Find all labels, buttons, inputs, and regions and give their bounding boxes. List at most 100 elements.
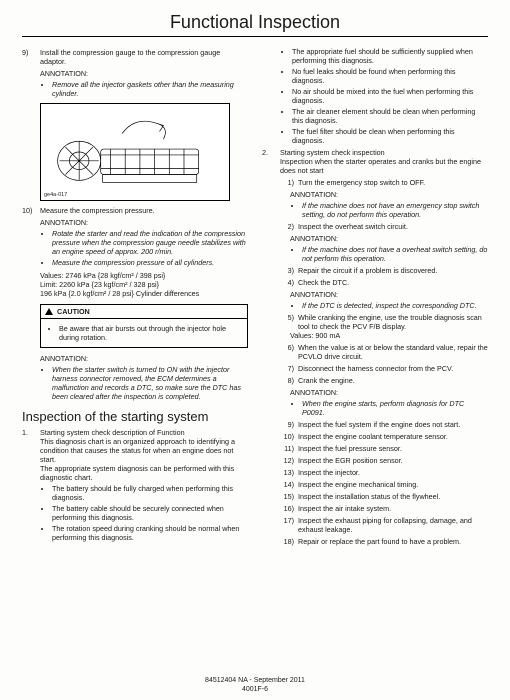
- sub-text: When the value is at or below the standa…: [298, 343, 488, 361]
- sub-step: 2)Inspect the overheat switch circuit.: [280, 222, 488, 231]
- footer: 84512404 NA - September 2011 4001F-6: [0, 677, 510, 694]
- sub-text: Inspect the fuel system if the engine do…: [298, 420, 488, 429]
- annotation-list: Remove all the injector gaskets other th…: [40, 80, 248, 98]
- sub-num: 7): [280, 364, 298, 373]
- values-line: Limit: 2260 kPa {23 kgf/cm² / 328 psi}: [40, 280, 248, 289]
- sub-step: 5)While cranking the engine, use the tro…: [280, 313, 488, 331]
- annotation-list: When the starter switch is turned to ON …: [40, 365, 248, 401]
- sub-text: Inspect the air intake system.: [298, 504, 488, 513]
- sub-num: 11): [280, 444, 298, 453]
- sub-num: 9): [280, 420, 298, 429]
- sub-num: 1): [280, 178, 298, 187]
- columns: 9) Install the compression gauge to the …: [22, 45, 488, 546]
- sub-num: 12): [280, 456, 298, 465]
- sub-num: 13): [280, 468, 298, 477]
- desc-bullets: The battery should be fully charged when…: [40, 484, 248, 542]
- sub-step: 6)When the value is at or below the stan…: [280, 343, 488, 361]
- sub-text: Inspect the exhaust piping for collapsin…: [298, 516, 488, 534]
- step-2: 2. Starting system check inspection Insp…: [262, 148, 488, 175]
- sub-num: 6): [280, 343, 298, 361]
- step-9: 9) Install the compression gauge to the …: [22, 48, 248, 66]
- step-text: Measure the compression pressure.: [40, 206, 248, 215]
- sub-text: Turn the emergency stop switch to OFF.: [298, 178, 488, 187]
- caution-body: Be aware that air bursts out through the…: [41, 319, 247, 347]
- annotation-label: ANNOTATION:: [290, 388, 488, 397]
- step-line: Inspection when the starter operates and…: [280, 157, 488, 175]
- annotation-list: If the DTC is detected, inspect the corr…: [290, 301, 488, 310]
- sub-text: Repair the circuit if a problem is disco…: [298, 266, 488, 275]
- sub-step: 7)Disconnect the harness connector from …: [280, 364, 488, 373]
- step-text: Install the compression gauge to the com…: [40, 48, 248, 66]
- desc-line: Starting system check description of Fun…: [40, 428, 248, 437]
- step-text: Starting system check description of Fun…: [40, 428, 248, 544]
- annotation-label: ANNOTATION:: [40, 218, 248, 227]
- title-rule: [22, 36, 488, 37]
- annotation-item: If the machine does not have an emergenc…: [302, 201, 488, 219]
- annotation-item: Rotate the starter and read the indicati…: [52, 229, 248, 256]
- sub-step: 8)Crank the engine.: [280, 376, 488, 385]
- annotation-item: When the starter switch is turned to ON …: [52, 365, 248, 401]
- sub-num: 18): [280, 537, 298, 546]
- sub-text: Inspect the engine mechanical timing.: [298, 480, 488, 489]
- sub-num: 16): [280, 504, 298, 513]
- sub-text: Inspect the injector.: [298, 468, 488, 477]
- values-line: 196 kPa {2.0 kgf/cm² / 28 psi} Cylinder …: [40, 289, 248, 298]
- sub-step: 4)Check the DTC.: [280, 278, 488, 287]
- sub-text: Crank the engine.: [298, 376, 488, 385]
- step-num: 10): [22, 206, 40, 215]
- annotation-list: When the engine starts, perform diagnosi…: [290, 399, 488, 417]
- list-item: No fuel leaks should be found when perfo…: [292, 67, 488, 85]
- sub-step: 16)Inspect the air intake system.: [280, 504, 488, 513]
- sub-step: 3)Repair the circuit if a problem is dis…: [280, 266, 488, 275]
- sub-num: 3): [280, 266, 298, 275]
- values-line: Values: 2746 kPa {28 kgf/cm² / 398 psi}: [40, 271, 248, 280]
- sub-num: 17): [280, 516, 298, 534]
- annotation-item: When the engine starts, perform diagnosi…: [302, 399, 488, 417]
- sub-step: 13)Inspect the injector.: [280, 468, 488, 477]
- caution-box: CAUTION Be aware that air bursts out thr…: [40, 304, 248, 348]
- sub-step: 1)Turn the emergency stop switch to OFF.: [280, 178, 488, 187]
- sub-text: Inspect the engine coolant temperature s…: [298, 432, 488, 441]
- sub-step: 11)Inspect the fuel pressure sensor.: [280, 444, 488, 453]
- list-item: No air should be mixed into the fuel whe…: [292, 87, 488, 105]
- annotation-list: If the machine does not have an emergenc…: [290, 201, 488, 219]
- annotation-item: If the machine does not have a overheat …: [302, 245, 488, 263]
- step-num: 9): [22, 48, 40, 66]
- list-item: The rotation speed during cranking shoul…: [52, 524, 248, 542]
- step-line: Starting system check inspection: [280, 148, 488, 157]
- step-10: 10) Measure the compression pressure.: [22, 206, 248, 215]
- step-num: 1.: [22, 428, 40, 544]
- sub-text: Inspect the EGR position sensor.: [298, 456, 488, 465]
- sub-text: Inspect the fuel pressure sensor.: [298, 444, 488, 453]
- annotation-list: Rotate the starter and read the indicati…: [40, 229, 248, 267]
- list-item: The battery should be fully charged when…: [52, 484, 248, 502]
- engine-svg: [41, 104, 229, 200]
- caution-item: Be aware that air bursts out through the…: [59, 324, 241, 342]
- list-item: The appropriate fuel should be sufficien…: [292, 47, 488, 65]
- list-item: The air cleaner element should be clean …: [292, 107, 488, 125]
- sub-num: 14): [280, 480, 298, 489]
- step-num: 2.: [262, 148, 280, 175]
- desc-line: The appropriate system diagnosis can be …: [40, 464, 248, 482]
- sub-num: 10): [280, 432, 298, 441]
- sub-num: 8): [280, 376, 298, 385]
- list-item: The battery cable should be securely con…: [52, 504, 248, 522]
- sub-text: While cranking the engine, use the troub…: [298, 313, 488, 331]
- annotation-label: ANNOTATION:: [290, 234, 488, 243]
- desc-line: This diagnosis chart is an organized app…: [40, 437, 248, 464]
- desc-1: 1. Starting system check description of …: [22, 428, 248, 544]
- left-column: 9) Install the compression gauge to the …: [22, 45, 248, 546]
- sub-step: 18)Repair or replace the part found to h…: [280, 537, 488, 546]
- sub-step: 12)Inspect the EGR position sensor.: [280, 456, 488, 465]
- step-text: Starting system check inspection Inspect…: [280, 148, 488, 175]
- annotation-label: ANNOTATION:: [40, 354, 248, 363]
- annotation-item: If the DTC is detected, inspect the corr…: [302, 301, 488, 310]
- engine-figure: ge4a-017: [40, 103, 230, 201]
- page-title: Functional Inspection: [22, 12, 488, 33]
- sub-steps: 1)Turn the emergency stop switch to OFF.…: [262, 178, 488, 546]
- annotation-item: Measure the compression pressure of all …: [52, 258, 248, 267]
- warning-icon: [45, 308, 53, 315]
- footer-line: 84512404 NA - September 2011: [0, 677, 510, 685]
- caution-head: CAUTION: [41, 305, 247, 319]
- footer-line: 4001F-6: [0, 686, 510, 694]
